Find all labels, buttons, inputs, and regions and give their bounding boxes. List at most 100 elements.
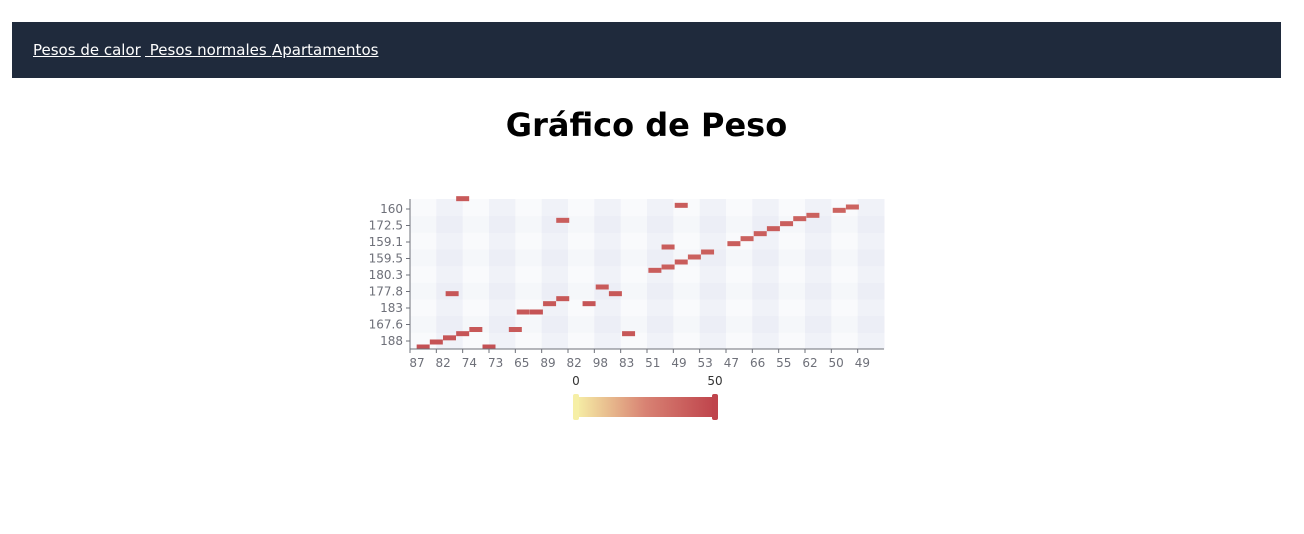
heatmap-cell <box>516 309 530 315</box>
heatmap-bg-cell <box>462 232 490 250</box>
heatmap-bg-cell <box>805 249 832 267</box>
y-tick-label: 172.5 <box>369 219 403 233</box>
heatmap-cell <box>806 212 820 218</box>
heatmap-bg-cell <box>436 315 464 333</box>
heatmap-bg-cell <box>568 265 595 283</box>
heatmap-bg-cell <box>857 332 885 350</box>
heatmap-bg-cell <box>410 199 437 217</box>
heatmap-bg-cell <box>515 265 543 283</box>
heatmap-bg-cell <box>568 199 595 217</box>
y-tick-label: 188 <box>380 334 403 348</box>
heatmap-bg-cell <box>726 299 753 317</box>
heatmap-cell <box>608 291 622 297</box>
x-tick-label: 49 <box>855 356 870 370</box>
heatmap-bg-cell <box>594 332 622 350</box>
x-tick-label: 50 <box>829 356 844 370</box>
heatmap-bg-cell <box>752 282 780 300</box>
heatmap-bg-cell <box>726 199 753 217</box>
y-tick-label: 159.1 <box>369 235 403 249</box>
heatmap-bg-cell <box>489 265 516 283</box>
heatmap-cell <box>556 217 570 223</box>
heatmap-bg-cell <box>410 282 437 300</box>
x-tick-label: 98 <box>593 356 608 370</box>
heatmap-bg-cell <box>647 332 674 350</box>
x-tick-label: 66 <box>750 356 765 370</box>
heatmap-bg-cell <box>620 332 648 350</box>
heatmap-bg-cell <box>857 215 885 233</box>
heatmap-bg-cell <box>541 199 569 217</box>
heatmap-bg-cell <box>805 232 832 250</box>
heatmap-bg-cell <box>831 282 859 300</box>
heatmap-bg-cell <box>699 232 727 250</box>
heatmap-bg-cell <box>805 299 832 317</box>
heatmap-bg-cell <box>805 215 832 233</box>
x-tick-label: 82 <box>436 356 451 370</box>
heatmap-cell <box>482 344 496 350</box>
heatmap-bg-cell <box>620 299 648 317</box>
x-tick-label: 53 <box>698 356 713 370</box>
heatmap-bg-cell <box>647 299 674 317</box>
heatmap-bg-cell <box>568 315 595 333</box>
x-tick-label: 51 <box>645 356 660 370</box>
heatmap-bg-cell <box>594 265 622 283</box>
heatmap-cell <box>661 264 675 270</box>
heatmap-cell <box>661 244 675 250</box>
heatmap-bg-cell <box>515 232 543 250</box>
y-tick-label: 160 <box>380 202 403 216</box>
heatmap-bg-cell <box>673 282 701 300</box>
x-tick-label: 83 <box>619 356 634 370</box>
heatmap-cell <box>429 339 443 345</box>
heatmap-bg-cell <box>752 265 780 283</box>
x-tick-label: 73 <box>488 356 503 370</box>
heatmap-bg-cell <box>436 199 464 217</box>
heatmap-bg-cell <box>647 199 674 217</box>
heatmap-bg-cell <box>647 315 674 333</box>
heatmap-bg-cell <box>673 215 701 233</box>
heatmap-bg-cell <box>831 265 859 283</box>
heatmap-bg-cell <box>778 315 806 333</box>
x-tick-label: 62 <box>802 356 817 370</box>
heatmap-bg-cell <box>699 282 727 300</box>
heatmap-cell <box>845 204 859 210</box>
heatmap-cell <box>543 301 557 307</box>
heatmap-bg-cell <box>489 199 516 217</box>
heatmap-bg-cell <box>462 249 490 267</box>
heatmap-bg-cell <box>462 215 490 233</box>
heatmap-bg-cell <box>673 265 701 283</box>
heatmap-bg-cell <box>541 232 569 250</box>
heatmap-cell <box>582 301 596 307</box>
heatmap-bg-cell <box>541 282 569 300</box>
heatmap-cell <box>648 267 662 273</box>
x-tick-label: 74 <box>462 356 477 370</box>
heatmap-cell <box>456 331 470 337</box>
heatmap-bg-cell <box>568 215 595 233</box>
x-tick-label: 47 <box>724 356 739 370</box>
heatmap-bg-cell <box>857 282 885 300</box>
heatmap-bg-cell <box>515 215 543 233</box>
y-tick-label: 177.8 <box>369 285 403 299</box>
x-tick-label: 65 <box>514 356 529 370</box>
heatmap-bg-cell <box>778 199 806 217</box>
heatmap-cell <box>793 216 807 222</box>
heatmap-bg-cell <box>594 249 622 267</box>
heatmap-bg-cell <box>462 299 490 317</box>
heatmap-cell <box>469 327 483 332</box>
y-tick-label: 180.3 <box>369 268 403 282</box>
heatmap-bg-cell <box>647 249 674 267</box>
heatmap-bg-cell <box>410 315 437 333</box>
heatmap-cell <box>701 249 715 255</box>
heatmap-bg-cell <box>857 232 885 250</box>
heatmap-cell <box>556 296 570 302</box>
visual-map-gradient <box>576 397 715 417</box>
nav-link-pesos-normales[interactable]: Pesos normales <box>145 41 272 59</box>
heatmap-bg-cell <box>568 282 595 300</box>
heatmap-bg-cell <box>568 249 595 267</box>
y-tick-label: 183 <box>380 301 403 315</box>
heatmap-bg-cell <box>778 332 806 350</box>
heatmap-cell <box>687 254 701 260</box>
nav-link-pesos-de-calor[interactable]: Pesos de calor <box>33 41 141 59</box>
heatmap-bg-cell <box>831 215 859 233</box>
nav-link-apartamentos[interactable]: Apartamentos <box>272 41 379 59</box>
heatmap-bg-cell <box>515 199 543 217</box>
heatmap-bg-cell <box>805 332 832 350</box>
